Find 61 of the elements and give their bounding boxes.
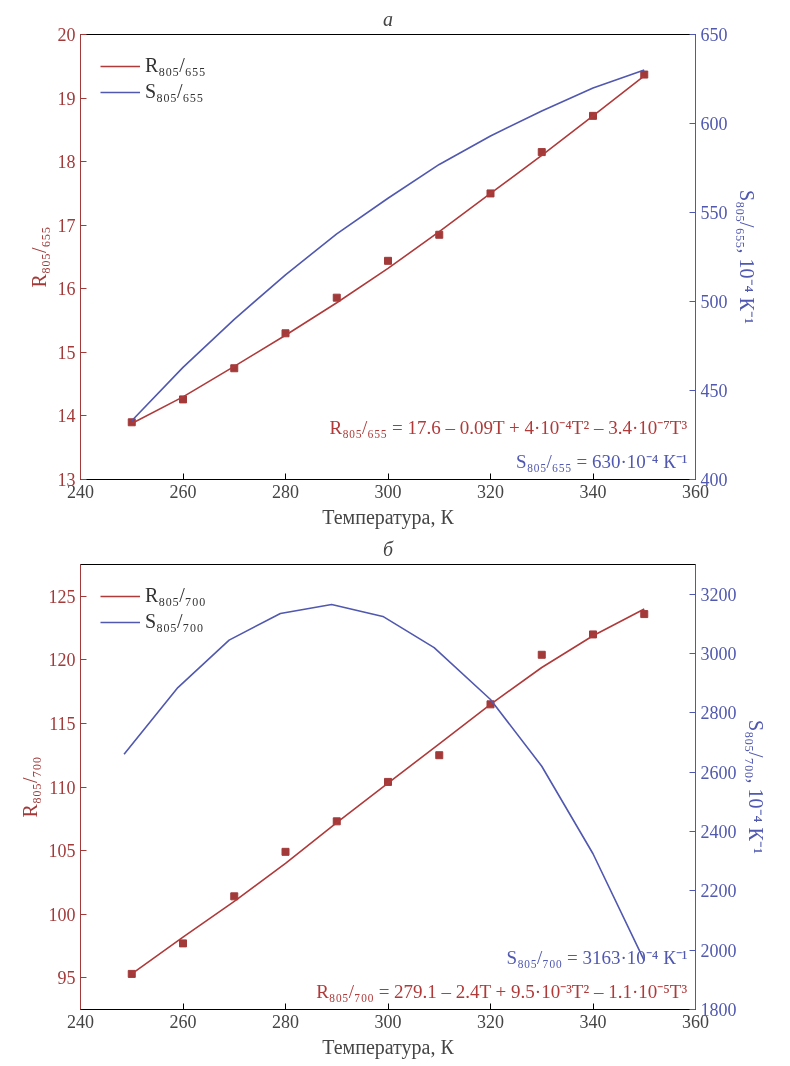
y2-tick-label: 650 [700,25,728,45]
legend-label: S₈₀₅/₆₅₅ [145,80,204,103]
y2-tick-label: 600 [700,114,728,134]
annotation: S₈₀₅/₆₅₅ = 630·10⁻⁴ К⁻¹ [516,450,688,472]
point [281,847,290,856]
y-tick-label: 19 [57,88,76,109]
y-tick-label: 15 [57,342,76,363]
x-tick-label: 340 [579,481,607,502]
x-tick-label: 320 [477,1011,504,1032]
x-tick-label: 300 [374,481,402,502]
x-tick-label: 300 [374,1011,402,1032]
point [537,650,546,659]
point [640,610,649,619]
x-tick-label: 340 [579,1011,607,1032]
x-tick-label: 320 [477,481,504,502]
point [435,751,444,760]
y-tick-label: 20 [57,25,76,45]
y2-tick-label: 3000 [700,644,737,664]
x-axis-title: Температура, К [322,505,455,529]
point [332,293,341,302]
point [384,256,392,265]
x-tick-label: 260 [169,1011,197,1032]
y2-axis-title: S₈₀₅/₆₅₅, 10⁻⁴ К⁻¹ [735,190,758,324]
y2-tick-label: 2200 [700,881,737,902]
y-tick-label: 14 [57,406,76,427]
y-tick-label: 110 [49,777,76,798]
y-tick-label: 125 [48,586,76,607]
y2-axis-title: S₈₀₅/₇₀₀, 10⁻⁴ К⁻¹ [744,720,767,854]
annotation: R₈₀₅/₆₅₅ = 17.6 – 0.09T + 4·10⁻⁴T² – 3.4·10⁻⁷T³ [329,416,688,438]
chart-title: а [383,7,393,30]
y-axis-title: R₈₀₅/₆₅₅ [27,226,50,288]
y-tick-label: 115 [49,713,76,734]
y2-tick-label: 500 [700,292,728,312]
y-tick-label: 100 [48,904,76,925]
point [179,939,187,948]
y-tick-label: 120 [48,650,76,671]
x-tick-label: 240 [67,1011,94,1032]
legend-label: R₈₀₅/₆₅₅ [145,54,206,77]
y2-tick-label: 550 [700,203,728,223]
y-tick-label: 16 [57,279,76,300]
x-tick-label: 280 [272,1011,299,1032]
y2-tick-label: 450 [700,381,728,401]
y-tick-label: 105 [48,841,76,862]
y-axis-title: R₈₀₅/₇₀₀ [18,756,41,818]
y2-tick-label: 2600 [700,762,737,783]
y-tick-label: 18 [57,152,76,173]
y2-tick-label: 2000 [700,940,737,961]
x-tick-label: 260 [169,481,197,502]
y-tick-label: 17 [57,215,76,236]
annotation: R₈₀₅/₇₀₀ = 279.1 – 2.4T + 9.5·10⁻³T² – 1.1·10⁻⁵T³ [316,980,688,1002]
legend-label: R₈₀₅/₇₀₀ [145,584,206,607]
x-tick-label: 280 [272,481,299,502]
y2-tick-label: 2400 [700,822,737,842]
x-axis-title: Температура, К [322,1035,455,1059]
y-tick-label: 95 [57,968,76,989]
y2-tick-label: 2800 [700,703,737,724]
legend-label: S₈₀₅/₇₀₀ [145,610,204,633]
chart-title: б [382,537,394,560]
y2-tick-label: 3200 [700,584,737,605]
point [230,892,239,901]
annotation: S₈₀₅/₇₀₀ = 3163·10⁻⁴ К⁻¹ [506,946,688,968]
